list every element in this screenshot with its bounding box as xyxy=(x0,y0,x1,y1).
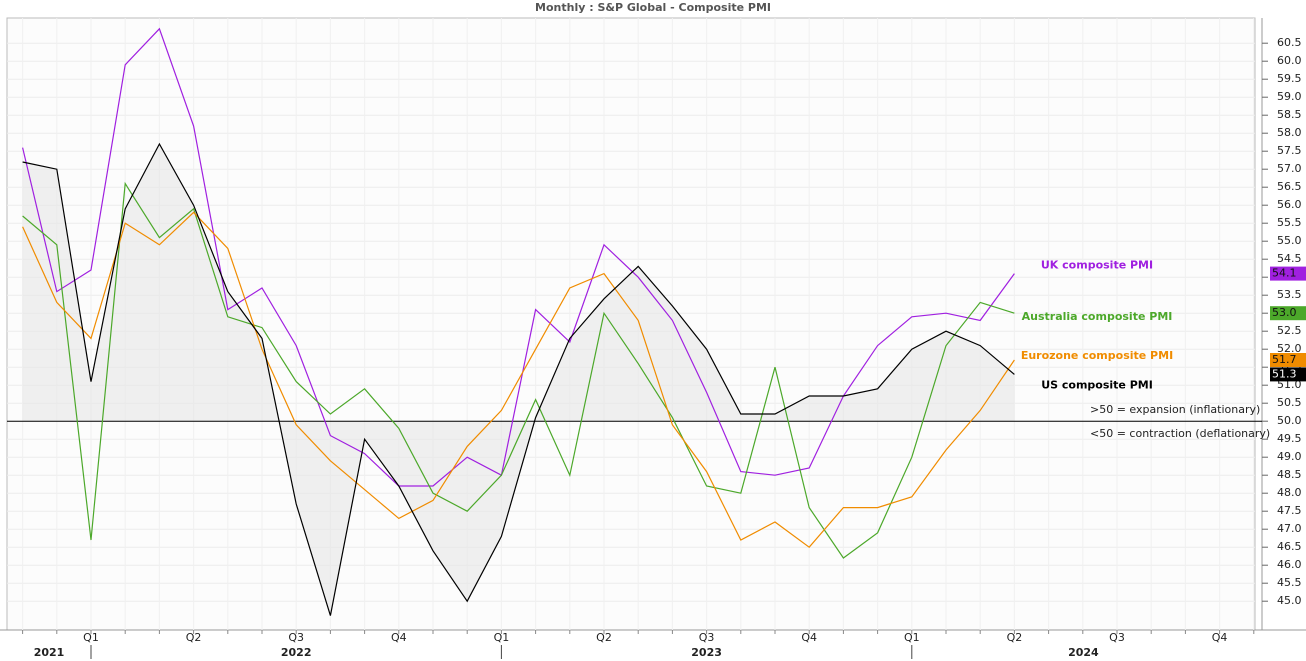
y-tick-label: 49.0 xyxy=(1277,450,1302,463)
year-label: 2023 xyxy=(691,646,722,659)
y-tick-label: 52.5 xyxy=(1277,324,1302,337)
y-tick-label: 55.5 xyxy=(1277,216,1302,229)
x-tick-label: Q4 xyxy=(1212,631,1228,644)
legend-label: Eurozone composite PMI xyxy=(1021,349,1173,362)
x-tick-label: Q1 xyxy=(494,631,510,644)
y-tick-label: 51.0 xyxy=(1277,378,1302,391)
x-tick-label: Q2 xyxy=(596,631,612,644)
y-tick-label: 59.0 xyxy=(1277,90,1302,103)
x-tick-label: Q1 xyxy=(904,631,920,644)
legend-label: UK composite PMI xyxy=(1041,259,1153,272)
reference-label: >50 = expansion (inflationary) xyxy=(1090,403,1260,416)
value-badge-box xyxy=(1270,306,1306,321)
x-tick-label: Q1 xyxy=(83,631,99,644)
y-tick-label: 48.5 xyxy=(1277,468,1302,481)
x-tick-label: Q2 xyxy=(186,631,202,644)
y-tick-label: 60.0 xyxy=(1277,54,1302,67)
series-line xyxy=(22,27,1015,487)
x-tick-label: Q3 xyxy=(1109,631,1125,644)
y-tick-label: 52.0 xyxy=(1277,342,1302,355)
x-tick-label: Q3 xyxy=(699,631,715,644)
value-badge-box xyxy=(1270,353,1306,367)
y-tick-label: 58.5 xyxy=(1277,108,1302,121)
value-badge: 54.1 xyxy=(1270,266,1306,281)
value-badge-label: 51.3 xyxy=(1272,367,1297,380)
legend-label: Australia composite PMI xyxy=(1022,310,1173,323)
reference-label: <50 = contraction (deflationary) xyxy=(1090,427,1270,440)
y-tick-label: 50.5 xyxy=(1277,396,1302,409)
value-badge-box xyxy=(1270,266,1306,281)
y-tick-label: 60.5 xyxy=(1277,36,1302,49)
value-badge-label: 54.1 xyxy=(1272,267,1297,280)
y-tick-label: 47.0 xyxy=(1277,522,1302,535)
x-tick-label: Q2 xyxy=(1007,631,1023,644)
y-tick-label: 49.5 xyxy=(1277,432,1302,445)
y-tick-label: 53.5 xyxy=(1277,288,1302,301)
y-tick-label: 57.0 xyxy=(1277,162,1302,175)
year-label: 2022 xyxy=(281,646,312,659)
y-tick-label: 54.5 xyxy=(1277,252,1302,265)
year-label: 2021 xyxy=(34,646,65,659)
y-tick-label: 58.0 xyxy=(1277,126,1302,139)
y-tick-label: 45.5 xyxy=(1277,576,1302,589)
value-badge: 51.3 xyxy=(1270,367,1306,382)
y-tick-label: 47.5 xyxy=(1277,504,1302,517)
value-badge: 51.7 xyxy=(1270,353,1306,367)
x-tick-label: Q3 xyxy=(288,631,304,644)
year-label: 2024 xyxy=(1068,646,1099,659)
x-tick-label: Q4 xyxy=(801,631,817,644)
y-tick-label: 59.5 xyxy=(1277,72,1302,85)
y-tick-label: 56.5 xyxy=(1277,180,1302,193)
y-tick-label: 50.0 xyxy=(1277,414,1302,427)
legend-label: US composite PMI xyxy=(1041,378,1153,391)
value-badge-box xyxy=(1270,367,1306,382)
y-tick-label: 56.0 xyxy=(1277,198,1302,211)
y-tick-label: 46.0 xyxy=(1277,558,1302,571)
y-tick-label: 46.5 xyxy=(1277,540,1302,553)
value-badge-label: 53.0 xyxy=(1272,306,1297,319)
y-tick-label: 45.0 xyxy=(1277,594,1302,607)
series-line xyxy=(22,211,1015,549)
x-tick-label: Q4 xyxy=(391,631,407,644)
series-line xyxy=(22,181,1015,559)
y-tick-label: 57.5 xyxy=(1277,144,1302,157)
value-badge-label: 51.7 xyxy=(1272,353,1297,366)
y-tick-label: 48.0 xyxy=(1277,486,1302,499)
value-badge: 53.0 xyxy=(1270,306,1306,321)
y-tick-label: 55.0 xyxy=(1277,234,1302,247)
area-fill xyxy=(22,144,1015,616)
series-line xyxy=(22,142,1015,616)
chart-title: Monthly : S&P Global - Composite PMI xyxy=(535,1,771,14)
